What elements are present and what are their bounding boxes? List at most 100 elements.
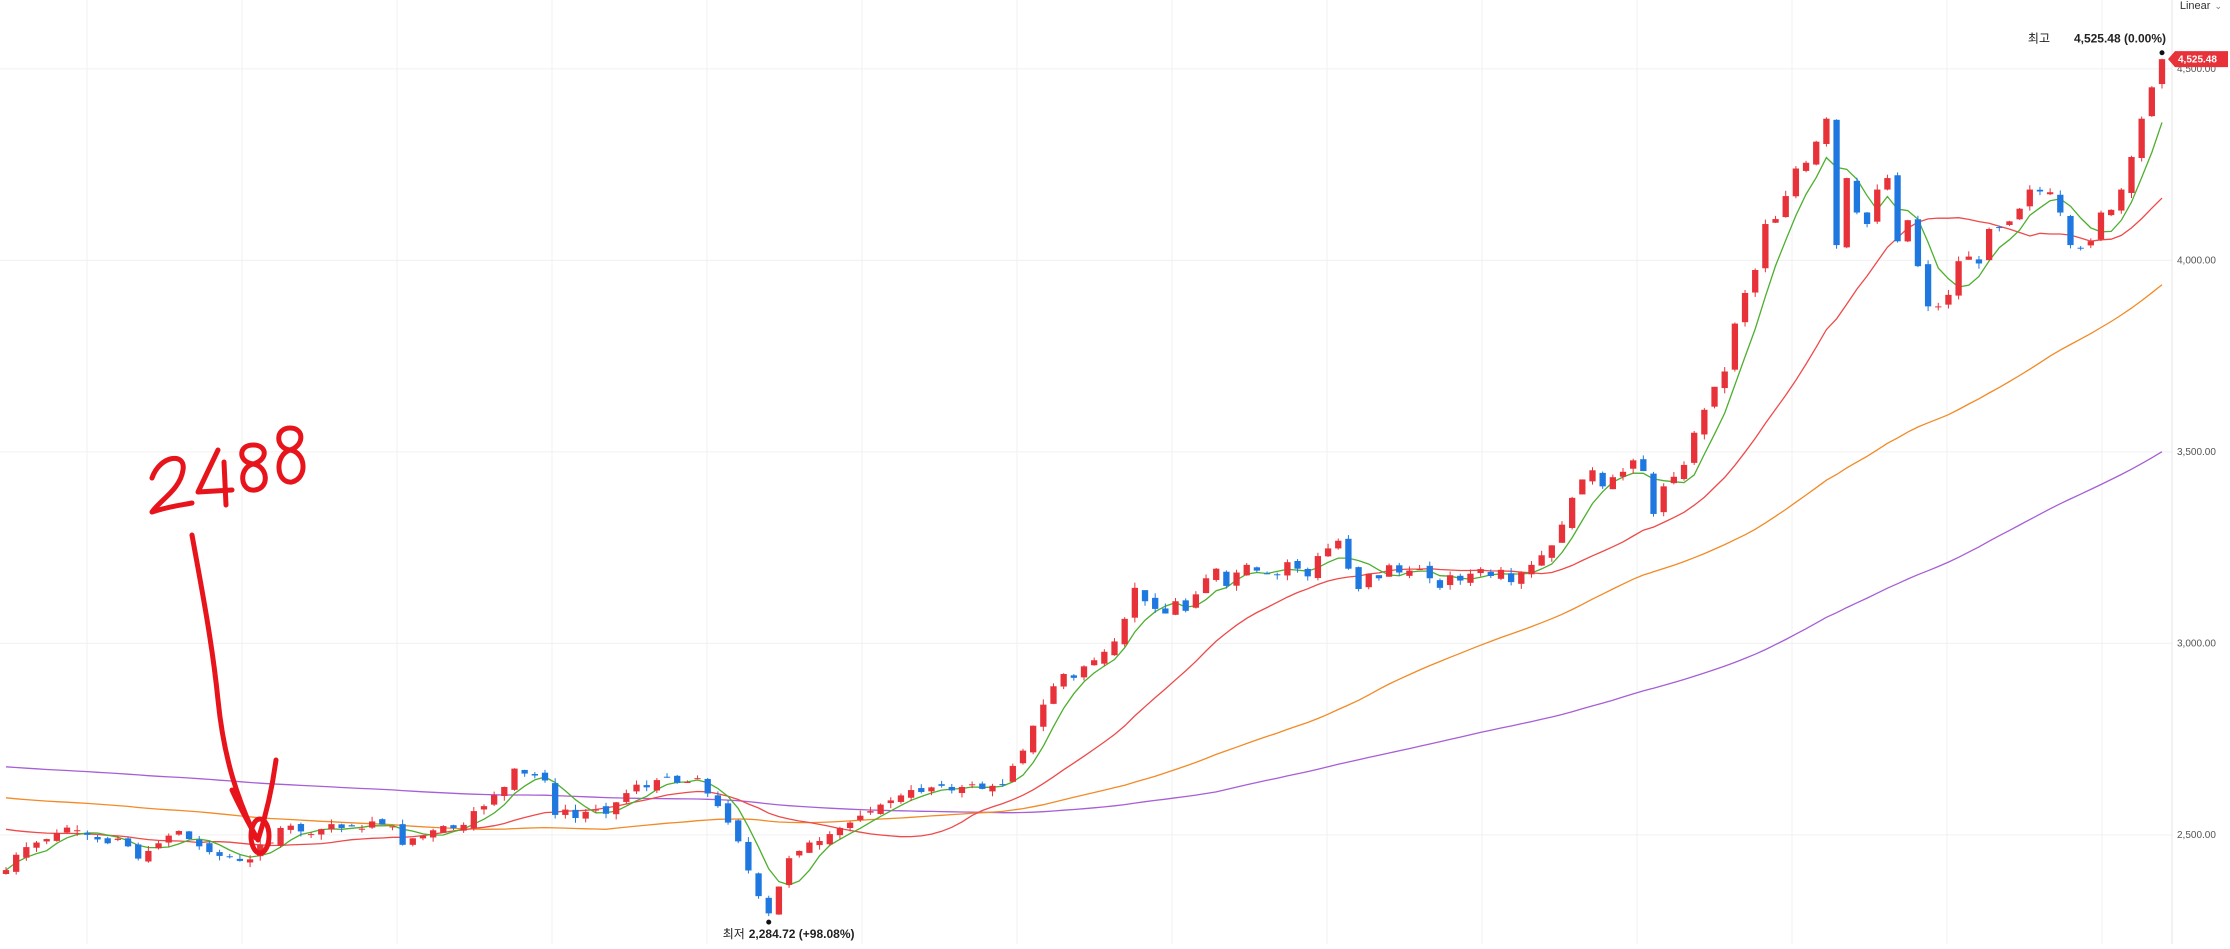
candle-body [1050,686,1057,704]
candle-body [1609,477,1616,490]
candle-body [1294,561,1301,569]
candle-body [297,824,305,832]
candle-body [1141,590,1149,602]
candle-body [1355,567,1362,589]
candle-body [2097,212,2105,240]
candle-body [1691,432,1698,463]
candle-body [887,800,894,804]
candle-body [836,827,844,836]
candle-body [643,785,650,788]
candle-body [246,859,254,863]
candle-body [1792,168,1800,197]
candle-body [582,811,589,819]
candle-body [562,809,569,815]
candle-body [84,832,91,835]
candle-body [501,786,508,796]
candle-body [775,886,783,915]
candle-body [53,832,61,841]
y-axis: 2,500.00 3,000.00 3,500.00 4,000.00 4,500.00 [2177,64,2216,841]
candle-body [1121,618,1128,645]
candle-body [1599,472,1606,487]
candle-body [2057,194,2064,213]
current-price-label: 4,525.48 [2178,55,2217,66]
candle-body [216,852,223,856]
candle-body [1731,323,1739,370]
candle-body [94,836,101,840]
candle-body [511,768,518,790]
handwritten-digit-4 [195,447,235,508]
candle-body [867,811,874,813]
candle-body [1813,141,1820,165]
candle-body [33,842,40,848]
candle-body [552,783,559,815]
candle-body [857,815,864,820]
candle-body [399,824,406,845]
candle-body [1314,556,1322,579]
candle-body [328,824,335,830]
candle-body [674,775,681,783]
candle-body [1640,459,1647,472]
candle-body [1487,571,1494,576]
candle-body [633,784,640,792]
candle-body [958,786,966,794]
ma120-line [5,451,2163,814]
candle-body [1914,219,1922,267]
ma20-line [5,197,2163,847]
candle-body [1009,765,1016,782]
candle-body [185,831,193,840]
candle-body [135,844,142,859]
arrow-head [229,757,279,843]
candle-body [989,785,996,792]
candle-body [1589,470,1596,482]
candle-body [2067,215,2074,246]
candle-body [114,838,122,840]
candle-body [1884,178,1891,190]
candle-body [1975,259,1983,264]
candle-body [1741,292,1749,323]
min-annotation-value: 2,284.72 (+98.08%) [749,927,855,941]
candle-body [338,824,345,828]
scale-select-label: Linear [2179,0,2211,12]
candles [2,58,2166,917]
candle-body [1172,601,1179,615]
candle-body [806,842,813,853]
candle-body [785,858,793,885]
candle-body [2036,189,2044,192]
candle-body [1253,567,1261,571]
candle-body [165,835,172,843]
candle-body [1965,256,1972,260]
candle-body [2107,209,2115,216]
candle-body [226,856,233,858]
candle-body [1874,189,1881,222]
y-tick-label: 2,500.00 [2177,830,2216,841]
scale-select[interactable]: Linear ⌄ [2180,0,2222,12]
max-annotation-value: 4,525.48 (0.00%) [2074,32,2166,46]
y-tick-label: 3,500.00 [2177,447,2216,458]
candle-body [663,776,671,778]
candle-body [1457,575,1464,581]
candle-body [1324,548,1332,557]
candle-body [948,786,955,791]
ma60-line [5,284,2163,830]
candle-body [145,850,152,862]
handwritten-annotation [149,425,306,856]
candle-body [531,773,538,776]
candle-body [307,834,315,836]
candle-body [714,795,722,807]
candle-body [1782,196,1789,218]
candle-body [1101,651,1108,664]
candle-body [348,825,355,827]
candle-body [175,831,183,835]
candle-body [379,819,386,825]
candle-body [470,811,477,829]
candle-body [541,772,549,781]
candle-body [480,806,488,810]
candle-body [613,802,620,815]
candle-body [572,809,579,819]
candle-body [440,826,447,833]
candle-body [1182,600,1189,611]
candle-body [928,787,935,792]
candle-body [318,829,325,835]
candle-body [1080,666,1088,678]
